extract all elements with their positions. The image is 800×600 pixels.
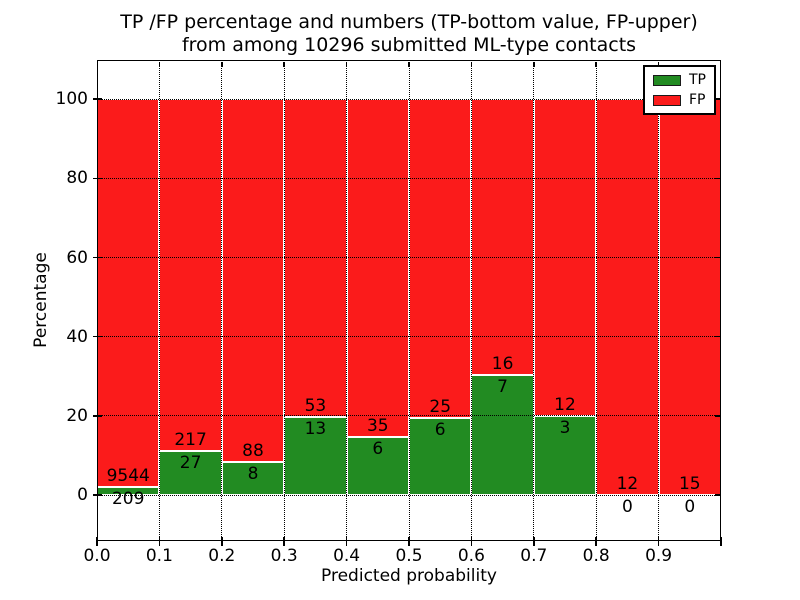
bar-segment-fp <box>596 99 659 496</box>
tick-mark-y-right <box>714 335 720 338</box>
gridline-vertical <box>658 60 660 541</box>
tick-mark-y-right <box>714 415 720 417</box>
legend-entry-tp: TP <box>653 73 706 87</box>
bar-label-tp: 0 <box>621 497 633 518</box>
bar-segment-fp <box>284 99 347 418</box>
tick-mark-x-bottom <box>720 536 722 546</box>
bar-label-tp: 27 <box>179 453 202 474</box>
tick-mark-x-top <box>470 61 473 67</box>
bar-segment-tp <box>159 451 222 496</box>
legend-label-fp: FP <box>689 92 706 108</box>
y-tick-label: 0 <box>77 485 88 506</box>
bar-label-tp: 6 <box>372 439 384 460</box>
bar-segment-fp <box>159 99 222 452</box>
bar-label-fp: 9544 <box>106 465 150 486</box>
tick-mark-x-bottom <box>470 536 473 546</box>
gridline-vertical <box>221 60 223 541</box>
bar-label-fp: 217 <box>174 430 207 451</box>
bar-label-fp: 15 <box>678 474 701 495</box>
tick-mark-y-right <box>714 494 720 496</box>
tick-mark-x-bottom <box>283 536 285 546</box>
tick-mark-y-right <box>714 177 720 180</box>
bar-segment-tp <box>409 418 472 496</box>
tick-mark-x-top <box>221 61 223 67</box>
tick-mark-x-bottom <box>657 536 660 546</box>
gridline-vertical <box>346 60 348 541</box>
y-tick-label: 20 <box>66 405 88 426</box>
y-tick-label: 100 <box>55 89 88 110</box>
bar-segment-fp <box>471 99 534 375</box>
tick-mark-x-bottom <box>345 536 348 546</box>
y-tick-label: 40 <box>66 326 88 347</box>
bar-segment-tp <box>284 417 347 496</box>
bar-label-tp: 8 <box>247 464 259 485</box>
bar-segment-fp <box>409 99 472 419</box>
legend-swatch-tp-icon <box>653 74 681 86</box>
bar-segment-fp <box>221 99 285 463</box>
bar-label-tp: 13 <box>304 419 327 440</box>
chart-title: TP /FP percentage and numbers (TP-bottom… <box>97 11 721 57</box>
tick-mark-x-top <box>158 61 161 67</box>
x-tick-label: 0.9 <box>645 546 673 566</box>
bar-label-tp: 0 <box>684 497 696 518</box>
tick-mark-x-top <box>657 61 660 67</box>
x-axis-label: Predicted probability <box>321 566 497 586</box>
x-tick-label: 0.2 <box>208 546 236 566</box>
gridline-vertical <box>470 60 472 541</box>
bar-label-fp: 16 <box>491 353 514 374</box>
legend-swatch-fp-icon <box>653 94 681 106</box>
legend: TP FP <box>643 65 716 115</box>
x-tick-label: 0.3 <box>270 546 298 566</box>
tick-mark-x-bottom <box>408 536 410 546</box>
bar-label-tp: 3 <box>559 417 571 438</box>
y-tick-label: 80 <box>66 168 88 189</box>
x-tick-label: 0.5 <box>395 546 423 566</box>
tick-mark-x-bottom <box>221 536 223 546</box>
gridline-vertical <box>533 60 535 541</box>
bar-segment-tp <box>346 437 409 496</box>
tick-mark-x-top <box>283 61 285 67</box>
legend-label-tp: TP <box>689 72 706 88</box>
x-tick-label: 0.8 <box>582 546 610 566</box>
chart-title-line1: TP /FP percentage and numbers (TP-bottom… <box>120 11 698 33</box>
x-tick-label: 0.6 <box>457 546 485 566</box>
x-tick-label: 0.7 <box>520 546 548 566</box>
bar-label-fp: 25 <box>429 397 452 418</box>
gridline-vertical <box>595 60 597 541</box>
bar-label-tp: 6 <box>434 420 446 441</box>
bar-labels-layer: 9544 209 217 27 88 8 53 13 35 6 25 6 16 7 12 3 12 0 15 0 <box>97 60 721 541</box>
gridline-vertical <box>158 60 160 541</box>
bar-label-fp: 12 <box>616 474 639 495</box>
chart-title-line2: from among 10296 submitted ML-type conta… <box>181 34 637 56</box>
tick-mark-x-bottom <box>533 536 535 546</box>
tick-mark-y-right <box>714 98 720 100</box>
tick-mark-x-top <box>408 61 410 67</box>
bar-label-fp: 53 <box>304 396 327 417</box>
bar-segment-tp <box>471 374 534 496</box>
bar-segment-tp <box>533 415 597 496</box>
tick-mark-y-right <box>714 256 720 259</box>
tick-mark-x-bottom <box>96 536 98 546</box>
x-tick-label: 0.0 <box>83 546 111 566</box>
tick-mark-x-bottom <box>158 536 161 546</box>
bar-label-fp: 35 <box>366 416 389 437</box>
bar-label-fp: 12 <box>554 394 576 415</box>
plot-area: 9544 209 217 27 88 8 53 13 35 6 25 6 16 7 12 3 12 0 15 0 TP… <box>92 60 722 546</box>
x-tick-label: 0.4 <box>333 546 361 566</box>
bar-segment-fp <box>346 99 409 438</box>
tick-mark-x-bottom <box>595 536 597 546</box>
y-tick-label: 60 <box>66 247 88 268</box>
gridline-vertical <box>283 60 285 541</box>
gridline-vertical <box>408 60 410 541</box>
tick-mark-x-top <box>595 61 597 67</box>
legend-entry-fp: FP <box>653 93 706 107</box>
bar-label-tp: 7 <box>497 376 508 397</box>
bar-label-fp: 88 <box>242 441 264 462</box>
grid-layer <box>97 60 721 541</box>
tick-mark-x-top <box>533 61 535 67</box>
bar-label-tp: 209 <box>111 488 145 509</box>
tick-mark-x-top <box>345 61 348 67</box>
x-tick-label: 0.1 <box>145 546 173 566</box>
